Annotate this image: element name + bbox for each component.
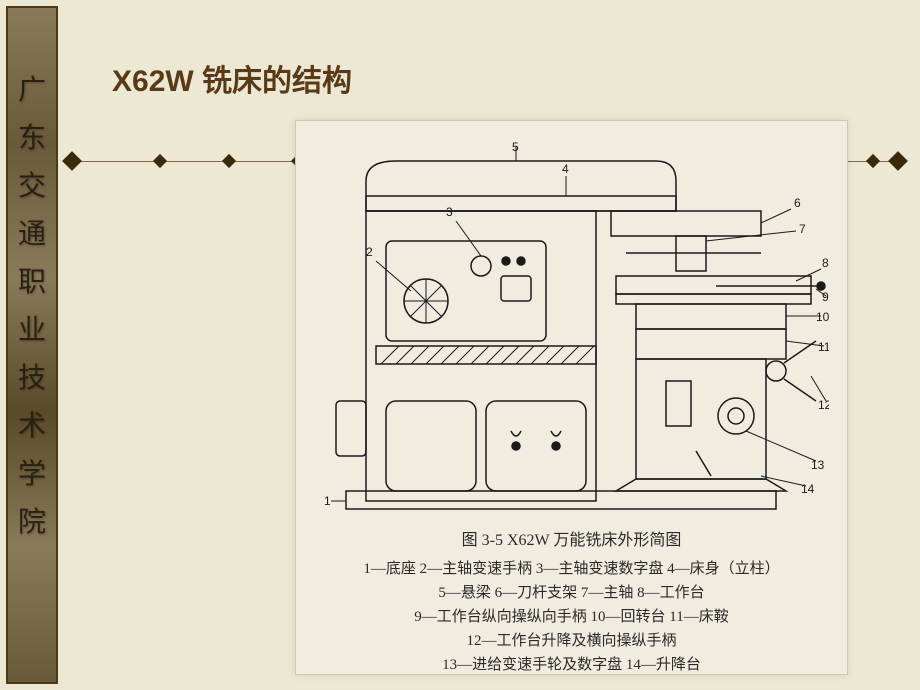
legend-line: 13—进给变速手轮及数字盘 14—升降台 bbox=[296, 653, 847, 677]
sidebar-char: 技 bbox=[18, 356, 46, 396]
diamond-icon bbox=[888, 151, 908, 171]
leader-label-1: 1 bbox=[324, 494, 331, 508]
leader-label-4: 4 bbox=[562, 162, 569, 176]
leader-label-13: 13 bbox=[811, 458, 825, 472]
leader-label-2: 2 bbox=[366, 245, 373, 259]
diamond-icon bbox=[153, 154, 167, 168]
leader-label-14: 14 bbox=[801, 482, 815, 496]
leader-label-12: 12 bbox=[818, 398, 829, 412]
caption-title: 图 3-5 X62W 万能铣床外形简图 bbox=[296, 529, 847, 553]
leader-label-5: 5 bbox=[512, 141, 519, 154]
decorative-sidebar: 广 东 交 通 职 业 技 术 学 院 bbox=[6, 6, 58, 684]
machine-diagram: 1 2 3 4 5 6 7 8 9 10 11 12 13 14 bbox=[316, 141, 829, 521]
sidebar-char: 业 bbox=[18, 308, 46, 348]
sidebar-char: 学 bbox=[18, 452, 46, 492]
slide-title: X62W 铣床的结构 bbox=[112, 56, 352, 100]
legend-line: 9—工作台纵向操纵向手柄 10—回转台 11—床鞍 bbox=[296, 605, 847, 629]
figure-container: 1 2 3 4 5 6 7 8 9 10 11 12 13 14 图 3-5 X… bbox=[295, 120, 848, 675]
divider-line bbox=[74, 161, 160, 162]
sidebar-char: 职 bbox=[18, 260, 46, 300]
leader-label-7: 7 bbox=[799, 222, 806, 236]
sidebar-char: 通 bbox=[18, 212, 46, 252]
diamond-icon bbox=[62, 151, 82, 171]
sidebar-char: 广 bbox=[18, 68, 46, 108]
divider-line bbox=[160, 161, 229, 162]
legend-line: 5—悬梁 6—刀杆支架 7—主轴 8—工作台 bbox=[296, 581, 847, 605]
legend-line: 1—底座 2—主轴变速手柄 3—主轴变速数字盘 4—床身（立柱） bbox=[296, 557, 847, 581]
sidebar-char: 东 bbox=[18, 116, 46, 156]
figure-caption: 图 3-5 X62W 万能铣床外形简图 1—底座 2—主轴变速手柄 3—主轴变速… bbox=[296, 529, 847, 677]
sidebar-char: 院 bbox=[18, 500, 46, 540]
divider-line bbox=[229, 161, 298, 162]
leader-label-10: 10 bbox=[816, 310, 829, 324]
sidebar-char: 交 bbox=[18, 164, 46, 204]
leader-label-6: 6 bbox=[794, 196, 801, 210]
diamond-icon bbox=[222, 154, 236, 168]
sidebar-char: 术 bbox=[18, 404, 46, 444]
legend-line: 12—工作台升降及横向操纵手柄 bbox=[296, 629, 847, 653]
leader-label-8: 8 bbox=[822, 256, 829, 270]
leader-label-3: 3 bbox=[446, 205, 453, 219]
leader-label-11: 11 bbox=[818, 340, 829, 354]
leader-label-9: 9 bbox=[822, 290, 829, 304]
diamond-icon bbox=[866, 154, 880, 168]
